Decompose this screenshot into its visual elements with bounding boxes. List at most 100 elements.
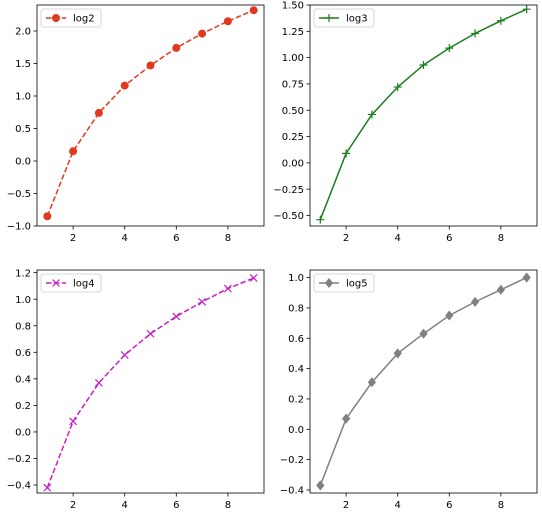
data-point bbox=[69, 417, 78, 426]
x-tick-label: 4 bbox=[395, 500, 401, 511]
x-tick-label: 2 bbox=[343, 233, 349, 244]
y-tick-label: 2.0 bbox=[15, 27, 31, 38]
data-point bbox=[419, 60, 428, 69]
axes-frame bbox=[36, 4, 265, 227]
subplot-3: 2 4 6 8 −0.4 −0.2 0.0 0.2 0.4 0.6 0.8 1.0 1.2 log4 bbox=[7, 268, 265, 511]
x-tick-label: 4 bbox=[395, 233, 401, 244]
y-tick-label: 1.25 bbox=[282, 27, 304, 38]
data-point bbox=[249, 274, 258, 282]
data-point bbox=[522, 5, 531, 14]
data-point bbox=[393, 348, 402, 359]
legend-label: log4 bbox=[73, 279, 95, 290]
subplot-1: 2 4 6 8 −1.0 −0.5 0.0 0.5 1.0 1.5 2.0 log2 bbox=[7, 4, 265, 244]
y-tick-label: −0.2 bbox=[280, 455, 304, 466]
data-point bbox=[146, 329, 155, 338]
x-tick-label: 6 bbox=[446, 500, 452, 511]
legend-box bbox=[40, 8, 102, 28]
y-tick-label: 0.6 bbox=[15, 348, 31, 359]
y-tick-label: 0.2 bbox=[288, 395, 304, 406]
x-tick-label: 2 bbox=[70, 500, 76, 511]
data-point bbox=[496, 284, 506, 295]
y-tick-label: −0.50 bbox=[273, 211, 304, 222]
y-tick-label: 1.5 bbox=[15, 59, 31, 70]
data-point bbox=[341, 413, 351, 424]
y-tick-label: 0.4 bbox=[15, 374, 31, 385]
y-tick-label: 0.50 bbox=[282, 106, 304, 117]
legend-label: log2 bbox=[73, 14, 95, 25]
data-point bbox=[198, 297, 207, 306]
legend: log2 bbox=[40, 8, 102, 28]
y-tick-label: 0.8 bbox=[15, 321, 31, 332]
y-tick-label: 0.25 bbox=[282, 132, 304, 143]
series-line-log5 bbox=[319, 276, 527, 486]
y-tick-label: −0.2 bbox=[7, 454, 31, 465]
y-tick-label: 1.00 bbox=[282, 53, 304, 64]
data-point bbox=[419, 328, 428, 339]
data-point bbox=[393, 83, 402, 92]
data-point bbox=[445, 310, 454, 321]
axes-frame bbox=[309, 4, 538, 227]
legend: log5 bbox=[313, 273, 375, 293]
data-point bbox=[445, 44, 454, 53]
y-tick-label: 0.0 bbox=[15, 157, 31, 168]
data-point bbox=[249, 6, 258, 15]
x-tick-label: 6 bbox=[173, 500, 179, 511]
data-point bbox=[367, 377, 377, 388]
y-tick-label: 0.4 bbox=[288, 364, 304, 375]
data-point bbox=[223, 284, 232, 293]
legend: log4 bbox=[40, 273, 102, 293]
x-tick-label: 8 bbox=[225, 500, 231, 511]
x-tick-label: 6 bbox=[446, 233, 452, 244]
series-line-log4 bbox=[46, 277, 254, 488]
data-point bbox=[120, 351, 129, 359]
data-point bbox=[471, 29, 480, 38]
y-tick-label: −0.5 bbox=[7, 189, 31, 200]
data-point bbox=[172, 312, 181, 321]
data-point bbox=[470, 296, 480, 307]
y-tick-label: 1.2 bbox=[15, 268, 31, 279]
y-tick-label: 0.8 bbox=[288, 304, 304, 315]
y-tick-label: 0.75 bbox=[282, 80, 304, 91]
data-point bbox=[94, 108, 103, 117]
x-tick-label: 8 bbox=[498, 500, 504, 511]
data-point bbox=[43, 212, 52, 221]
x-tick-label: 8 bbox=[225, 233, 231, 244]
data-point bbox=[522, 272, 531, 283]
y-tick-label: −1.0 bbox=[7, 222, 31, 233]
data-point bbox=[172, 43, 181, 52]
y-tick-label: 1.0 bbox=[15, 295, 31, 306]
y-tick-label: −0.4 bbox=[7, 481, 31, 492]
series-line-log3 bbox=[319, 8, 527, 220]
y-tick-label: 1.0 bbox=[288, 273, 304, 284]
y-tick-label: 0.6 bbox=[288, 334, 304, 345]
x-tick-label: 4 bbox=[122, 500, 128, 511]
series-line-log2 bbox=[46, 9, 254, 217]
legend: log3 bbox=[313, 8, 375, 28]
y-tick-label: 1.50 bbox=[282, 1, 304, 12]
legend-box bbox=[313, 8, 375, 28]
legend-box bbox=[40, 273, 102, 293]
data-point bbox=[120, 81, 129, 90]
data-point bbox=[316, 480, 325, 491]
axes-frame bbox=[36, 269, 265, 494]
legend-marker bbox=[52, 13, 61, 22]
y-tick-label: 0.00 bbox=[282, 158, 304, 169]
legend-marker bbox=[324, 277, 334, 289]
data-point bbox=[146, 61, 155, 70]
y-tick-label: 1.0 bbox=[15, 92, 31, 103]
x-tick-label: 2 bbox=[70, 233, 76, 244]
data-point bbox=[342, 149, 351, 158]
legend-marker bbox=[325, 14, 333, 22]
x-tick-label: 4 bbox=[122, 233, 128, 244]
y-tick-label: −0.25 bbox=[273, 185, 304, 196]
x-tick-label: 8 bbox=[498, 233, 504, 244]
data-point bbox=[496, 16, 505, 25]
y-tick-label: 0.0 bbox=[288, 425, 304, 436]
x-tick-label: 6 bbox=[173, 233, 179, 244]
legend-marker bbox=[52, 279, 60, 287]
legend-label: log5 bbox=[346, 279, 368, 290]
x-tick-label: 2 bbox=[343, 500, 349, 511]
legend-label: log3 bbox=[346, 14, 368, 25]
subplot-4: 2 4 6 8 −0.4 −0.2 0.0 0.2 0.4 0.6 0.8 1.0 log5 bbox=[280, 269, 538, 511]
